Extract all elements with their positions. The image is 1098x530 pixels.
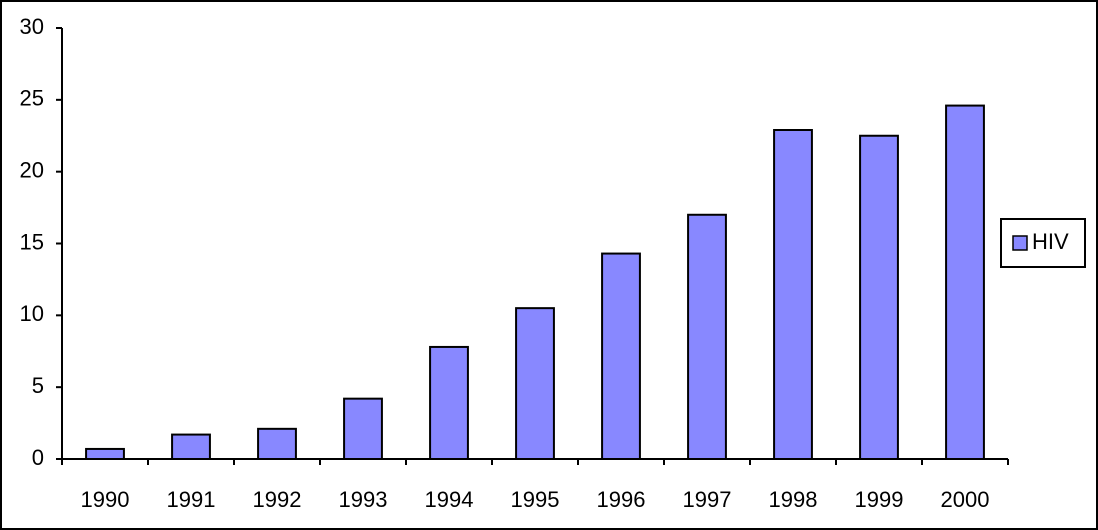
x-tick-label: 1995 <box>511 487 560 512</box>
x-tick-label: 1991 <box>167 487 216 512</box>
y-tick-label: 30 <box>20 14 44 39</box>
bar <box>171 433 211 460</box>
x-tick-label: 1992 <box>253 487 302 512</box>
x-tick-label: 1996 <box>597 487 646 512</box>
x-tick-label: 1994 <box>425 487 474 512</box>
legend-label: HIV <box>1032 229 1069 254</box>
bar <box>859 134 899 460</box>
y-tick-label: 5 <box>32 373 44 398</box>
bar <box>429 345 469 460</box>
y-tick-label: 15 <box>20 229 44 254</box>
x-tick-label: 1993 <box>339 487 388 512</box>
x-tick-label: 1999 <box>855 487 904 512</box>
bar <box>257 427 297 460</box>
y-tick-label: 20 <box>20 157 44 182</box>
bar <box>945 104 985 461</box>
bar <box>773 129 813 460</box>
x-tick-label: 1990 <box>81 487 130 512</box>
x-tick-label: 2000 <box>941 487 990 512</box>
y-tick-label: 10 <box>20 301 44 326</box>
legend-box <box>1000 218 1086 268</box>
legend-swatch <box>1012 235 1028 251</box>
bar <box>601 252 641 460</box>
bar <box>515 307 555 460</box>
x-tick-label: 1997 <box>683 487 732 512</box>
x-tick-label: 1998 <box>769 487 818 512</box>
bar <box>85 447 125 460</box>
y-tick-label: 0 <box>32 445 44 470</box>
bar <box>687 213 727 460</box>
bar <box>343 397 383 461</box>
y-tick-label: 25 <box>20 86 44 111</box>
